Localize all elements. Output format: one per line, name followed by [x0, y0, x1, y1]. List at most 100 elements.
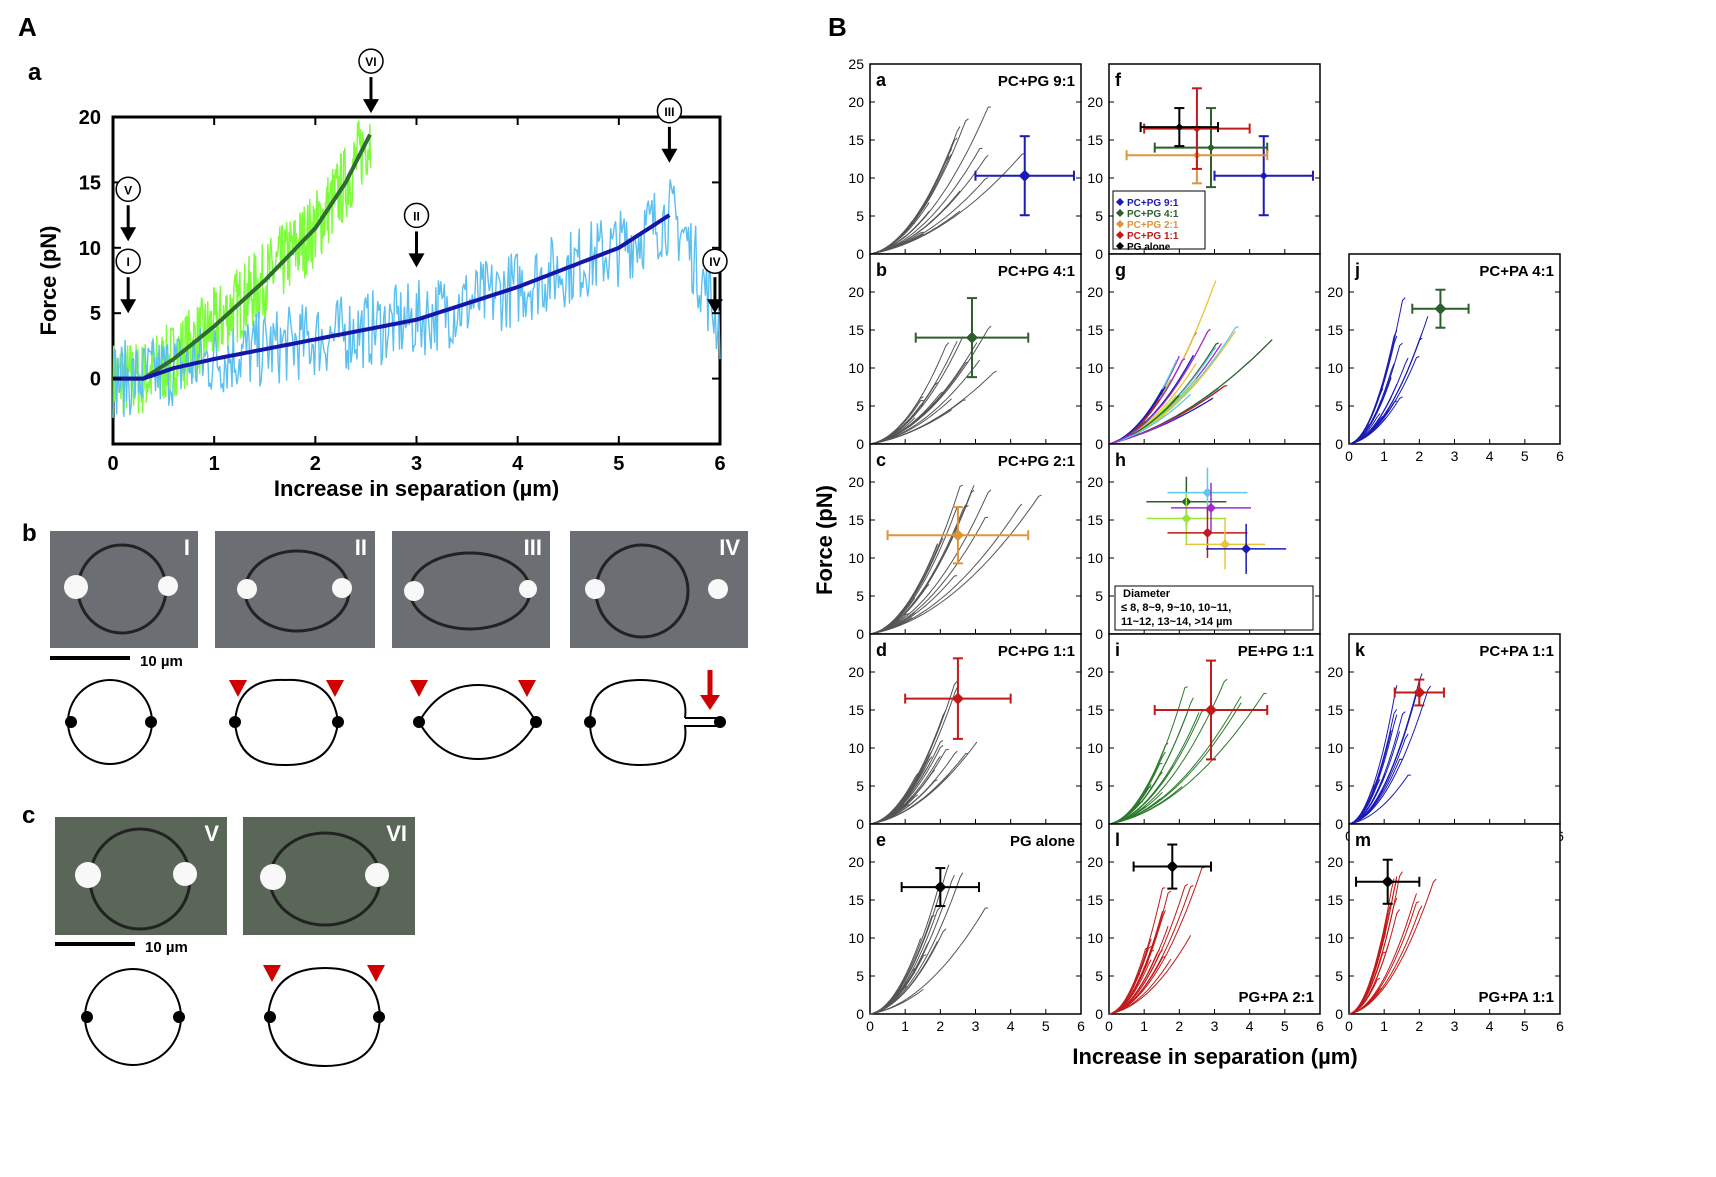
panel-letter: h: [1115, 450, 1126, 470]
panel-frame: [1348, 823, 1561, 1015]
plot-frame: [111, 115, 722, 446]
micrograph-label: II: [354, 535, 367, 560]
force-trace: [1108, 393, 1192, 445]
y-tick-label: 5: [856, 398, 864, 414]
y-tick-label: 0: [856, 626, 864, 642]
force-trace: [1108, 890, 1172, 1015]
force-trace: [1108, 955, 1166, 1015]
panel-m: m PG+PA 1:1 0 5 10 15 20 0 1 2 3 4 5 6: [1327, 823, 1564, 1034]
panel-title: PC+PA 1:1: [1479, 643, 1554, 660]
micrograph-IV: IV: [570, 531, 748, 648]
raw-trace-blue: [112, 179, 721, 418]
y-tick-label: 20: [1087, 664, 1103, 680]
legend-entry: PG alone: [1127, 242, 1171, 253]
y-tick-label: 5: [1335, 778, 1343, 794]
diamond-marker: [965, 331, 978, 344]
y-tick-label: 5: [856, 208, 864, 224]
y-tick-label: 0: [856, 246, 864, 262]
x-tick-label: 0: [1345, 448, 1353, 464]
y-tick-label: 15: [1327, 322, 1343, 338]
y-tick-label: 0: [90, 369, 101, 391]
subpanel-a-label: a: [28, 59, 42, 86]
annotation-label: I: [127, 255, 130, 269]
annotation-circle: [403, 202, 430, 229]
force-trace: [1108, 786, 1183, 825]
x-tick-label: 3: [411, 453, 422, 475]
y-tick-label: 0: [1095, 626, 1103, 642]
force-trace: [1348, 388, 1384, 445]
x-tick-label: 2: [1415, 1018, 1423, 1034]
fit-line-1: [113, 133, 372, 381]
x-tick-label: 4: [1486, 1018, 1494, 1034]
x-tick-label: 5: [1042, 1018, 1050, 1034]
y-tick-label: 20: [1087, 854, 1103, 870]
y-tick-label: 5: [1095, 588, 1103, 604]
micrograph-VI: VI: [243, 817, 415, 935]
x-axis-label: Increase in separation (µm): [274, 476, 559, 501]
x-tick-label: 4: [512, 453, 524, 475]
x-tick-label: 3: [972, 1018, 980, 1034]
x-tick-label: 5: [1521, 1018, 1529, 1034]
force-trace: [869, 889, 941, 1015]
y-tick-label: 0: [1095, 1006, 1103, 1022]
legend-f: PC+PG 9:1PC+PG 4:1PC+PG 2:1PC+PG 1:1PG a…: [1112, 190, 1206, 253]
force-trace: [1348, 673, 1423, 825]
arrow-head-icon: [706, 299, 723, 314]
y-tick-label: 0: [856, 816, 864, 832]
scale-bar-c-text: 10 µm: [145, 939, 188, 956]
y-tick-label: 10: [848, 550, 864, 566]
diamond-marker: [1202, 527, 1213, 538]
x-tick-label: 5: [1521, 448, 1529, 464]
y-axis-label: Force (pN): [812, 485, 837, 595]
y-tick-label: 20: [1327, 664, 1343, 680]
diamond-marker: [951, 529, 964, 542]
y-tick-label: 20: [1327, 854, 1343, 870]
diamond-marker: [1181, 513, 1192, 524]
panel-letter: g: [1115, 260, 1126, 280]
diamond-marker: [1018, 169, 1031, 182]
red-triangle-icon: [263, 965, 281, 982]
panel-title: PG+PA 2:1: [1239, 989, 1314, 1006]
x-tick-label: 3: [1211, 1018, 1219, 1034]
force-trace: [1108, 328, 1211, 445]
force-trace: [869, 756, 933, 825]
y-tick-label: 0: [856, 1006, 864, 1022]
diamond-marker: [1175, 123, 1184, 132]
annotation-label: IV: [709, 255, 720, 269]
x-tick-label: 1: [1380, 1018, 1388, 1034]
y-tick-label: 5: [856, 588, 864, 604]
micrograph-III: III: [392, 531, 550, 648]
x-tick-label: 1: [209, 453, 220, 475]
y-tick-label: 10: [1087, 360, 1103, 376]
annotation-label: VI: [365, 55, 376, 69]
diamond-marker: [1220, 539, 1231, 550]
legend-box: [1112, 190, 1206, 250]
y-tick-label: 20: [1087, 94, 1103, 110]
panel-title: PE+PG 1:1: [1238, 643, 1314, 660]
y-tick-label: 20: [848, 854, 864, 870]
y-tick-label: 15: [1087, 892, 1103, 908]
y-tick-label: 10: [848, 740, 864, 756]
schematic-b-I: [65, 679, 157, 765]
panel-letter: f: [1115, 70, 1122, 90]
x-tick-label: 4: [1246, 1018, 1254, 1034]
y-tick-label: 0: [1095, 246, 1103, 262]
legend-diamond: [1116, 242, 1124, 250]
force-trace: [869, 147, 983, 255]
legend-diamond: [1116, 231, 1124, 239]
scale-bar-b-text: 10 µm: [140, 653, 183, 670]
subpanel-b-label: b: [22, 520, 37, 547]
panel-letter: e: [876, 830, 886, 850]
y-tick-label: 10: [848, 360, 864, 376]
y-tick-label: 10: [1327, 740, 1343, 756]
panel-d: d PC+PG 1:1 0 5 10 15 20: [848, 633, 1082, 832]
x-axis-label: Increase in separation (µm): [1072, 1044, 1357, 1069]
panel-letter: c: [876, 450, 886, 470]
y-tick-label: 10: [1087, 740, 1103, 756]
panel-title: PC+PA 4:1: [1479, 263, 1554, 280]
y-tick-label: 15: [1327, 892, 1343, 908]
panel-frame: [869, 443, 1082, 635]
arrow-head-icon: [120, 227, 137, 242]
x-tick-label: 4: [1007, 1018, 1015, 1034]
